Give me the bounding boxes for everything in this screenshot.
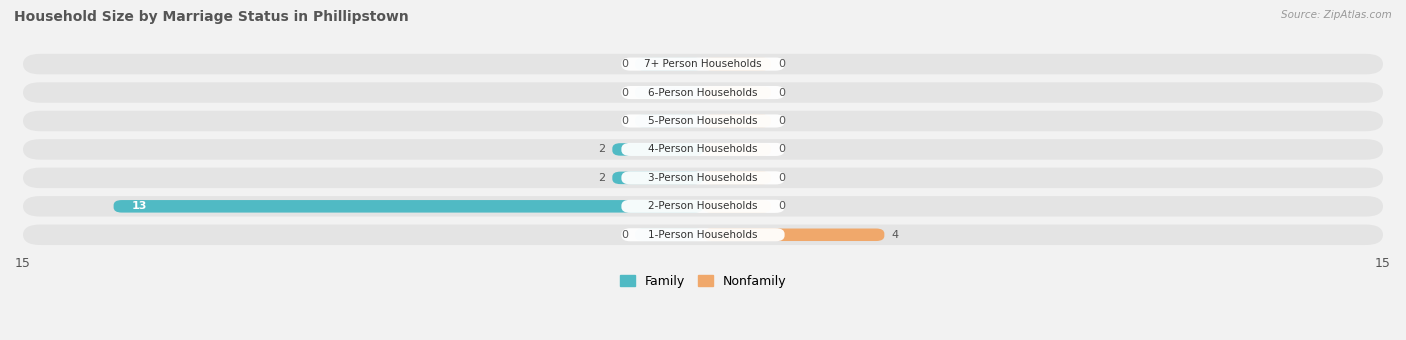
FancyBboxPatch shape — [22, 82, 1384, 103]
Text: 0: 0 — [778, 59, 785, 69]
FancyBboxPatch shape — [703, 115, 770, 127]
Text: 2: 2 — [599, 173, 606, 183]
FancyBboxPatch shape — [22, 139, 1384, 160]
FancyBboxPatch shape — [621, 57, 785, 71]
FancyBboxPatch shape — [22, 168, 1384, 188]
Text: 3-Person Households: 3-Person Households — [648, 173, 758, 183]
FancyBboxPatch shape — [22, 196, 1384, 217]
Text: 0: 0 — [621, 87, 628, 98]
Text: 0: 0 — [621, 59, 628, 69]
FancyBboxPatch shape — [703, 200, 770, 212]
Legend: Family, Nonfamily: Family, Nonfamily — [614, 270, 792, 293]
FancyBboxPatch shape — [636, 58, 703, 70]
Text: 0: 0 — [778, 201, 785, 211]
FancyBboxPatch shape — [621, 143, 785, 156]
FancyBboxPatch shape — [636, 86, 703, 99]
FancyBboxPatch shape — [621, 228, 785, 241]
Text: 0: 0 — [621, 230, 628, 240]
FancyBboxPatch shape — [621, 200, 785, 213]
Text: 0: 0 — [621, 116, 628, 126]
FancyBboxPatch shape — [22, 54, 1384, 74]
Text: 5-Person Households: 5-Person Households — [648, 116, 758, 126]
FancyBboxPatch shape — [636, 115, 703, 127]
FancyBboxPatch shape — [22, 111, 1384, 131]
FancyBboxPatch shape — [621, 115, 785, 128]
Text: 7+ Person Households: 7+ Person Households — [644, 59, 762, 69]
FancyBboxPatch shape — [621, 86, 785, 99]
Text: 4-Person Households: 4-Person Households — [648, 144, 758, 154]
Text: 13: 13 — [132, 201, 148, 211]
Text: 0: 0 — [778, 116, 785, 126]
FancyBboxPatch shape — [621, 171, 785, 184]
FancyBboxPatch shape — [703, 143, 770, 156]
FancyBboxPatch shape — [22, 224, 1384, 245]
Text: 0: 0 — [778, 173, 785, 183]
FancyBboxPatch shape — [703, 172, 770, 184]
Text: 6-Person Households: 6-Person Households — [648, 87, 758, 98]
FancyBboxPatch shape — [613, 143, 703, 156]
Text: Source: ZipAtlas.com: Source: ZipAtlas.com — [1281, 10, 1392, 20]
FancyBboxPatch shape — [613, 172, 703, 184]
Text: 0: 0 — [778, 87, 785, 98]
FancyBboxPatch shape — [703, 86, 770, 99]
FancyBboxPatch shape — [703, 228, 884, 241]
Text: Household Size by Marriage Status in Phillipstown: Household Size by Marriage Status in Phi… — [14, 10, 409, 24]
FancyBboxPatch shape — [703, 58, 770, 70]
FancyBboxPatch shape — [636, 228, 703, 241]
Text: 1-Person Households: 1-Person Households — [648, 230, 758, 240]
Text: 2: 2 — [599, 144, 606, 154]
FancyBboxPatch shape — [114, 200, 703, 212]
Text: 2-Person Households: 2-Person Households — [648, 201, 758, 211]
Text: 4: 4 — [891, 230, 898, 240]
Text: 0: 0 — [778, 144, 785, 154]
